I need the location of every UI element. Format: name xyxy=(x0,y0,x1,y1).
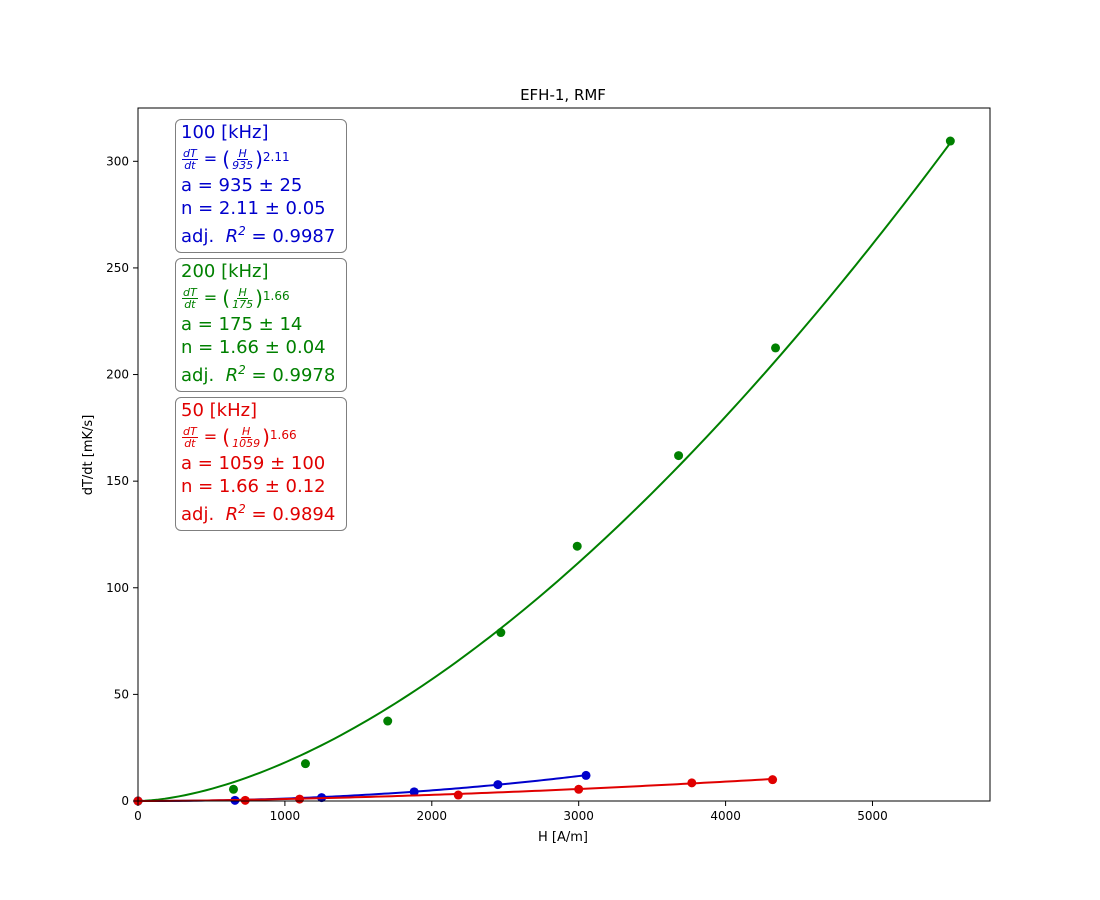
paren-close: ) xyxy=(262,425,270,449)
x-tick-label: 0 xyxy=(134,809,142,823)
equals-sign: = xyxy=(198,427,223,446)
fraction-denominator: 175 xyxy=(232,297,254,311)
plot-frame xyxy=(137,107,991,802)
data-point-100-khz xyxy=(493,780,503,790)
y-tick-label: 300 xyxy=(106,154,129,168)
fit-param-a: a = 935 ± 25 xyxy=(181,175,303,196)
data-point-200-khz xyxy=(228,784,238,794)
annotation-header: 100 [kHz] xyxy=(181,122,269,143)
fit-r2: adj. R2 = 0.9978 xyxy=(181,359,341,387)
paren-close: ) xyxy=(255,286,263,310)
lhs-numerator: dT xyxy=(182,424,198,438)
annotation-header: 50 [kHz] xyxy=(181,400,258,421)
x-tick-label: 2000 xyxy=(417,809,448,823)
x-tick-label: 1000 xyxy=(270,809,301,823)
x-tick-label: 5000 xyxy=(857,809,888,823)
data-point-50-khz xyxy=(240,795,250,805)
data-point-200-khz xyxy=(383,716,393,726)
y-tick-label: 200 xyxy=(106,368,129,382)
annotation-200khz: 200 [kHz] dT dt = ( H 175 ) 1.66 a = 175 ± … xyxy=(175,258,347,392)
fit-param-a: a = 175 ± 14 xyxy=(181,314,303,335)
equation-exponent: 1.66 xyxy=(262,289,290,303)
fit-equation: dT dt = ( H 1059 ) 1.66 xyxy=(181,422,341,452)
data-point-200-khz xyxy=(945,136,955,146)
equation-exponent: 2.11 xyxy=(262,150,290,164)
data-point-100-khz xyxy=(581,770,591,780)
fraction-numerator: H xyxy=(240,424,252,438)
fraction-denominator: 935 xyxy=(232,158,254,172)
y-tick-label: 250 xyxy=(106,261,129,275)
paren-close: ) xyxy=(255,147,263,171)
r2-symbol: R2 xyxy=(225,502,246,525)
equals-sign: = xyxy=(198,288,223,307)
data-point-200-khz xyxy=(572,541,582,551)
fit-line-200-khz xyxy=(137,142,952,802)
y-tick-label: 150 xyxy=(106,474,129,488)
data-point-50-khz xyxy=(295,794,305,804)
equation-fraction: H 175 xyxy=(231,287,254,310)
annotation-50khz: 50 [kHz] dT dt = ( H 1059 ) 1.66 a = 1059 ±… xyxy=(175,397,347,531)
fit-param-n: n = 2.11 ± 0.05 xyxy=(181,198,326,219)
data-point-200-khz xyxy=(674,451,684,461)
r2-value: = 0.9894 xyxy=(251,504,336,525)
fraction-numerator: H xyxy=(237,146,248,160)
fraction-denominator: 1059 xyxy=(232,436,261,450)
r2-symbol: R2 xyxy=(225,224,246,247)
data-point-50-khz xyxy=(453,790,463,800)
fraction-numerator: H xyxy=(237,285,248,299)
y-tick-label: 50 xyxy=(114,687,129,701)
x-tick-label: 3000 xyxy=(563,809,594,823)
paren-open: ( xyxy=(222,425,231,449)
data-point-200-khz xyxy=(496,628,506,638)
equation-lhs: dT dt xyxy=(182,287,198,310)
data-point-100-khz xyxy=(409,787,419,797)
data-point-200-khz xyxy=(771,343,781,353)
r2-prefix: adj. xyxy=(181,504,215,525)
r2-prefix: adj. xyxy=(181,226,215,247)
y-tick-label: 0 xyxy=(121,794,129,808)
r2-symbol: R2 xyxy=(225,363,246,386)
equation-lhs: dT dt xyxy=(182,426,198,449)
fit-r2: adj. R2 = 0.9987 xyxy=(181,220,341,248)
fit-r2: adj. R2 = 0.9894 xyxy=(181,498,341,526)
fit-param-n: n = 1.66 ± 0.12 xyxy=(181,476,326,497)
lhs-denominator: dt xyxy=(184,158,196,172)
annotation-100khz: 100 [kHz] dT dt = ( H 935 ) 2.11 a = 935 ± … xyxy=(175,119,347,253)
equation-fraction: H 1059 xyxy=(231,426,261,449)
x-axis-label: H [A/m] xyxy=(538,830,588,845)
x-tick-label: 4000 xyxy=(710,809,741,823)
equation-exponent: 1.66 xyxy=(269,428,297,442)
data-point-200-khz xyxy=(300,759,310,769)
data-point-50-khz xyxy=(687,778,697,788)
fit-param-a: a = 1059 ± 100 xyxy=(181,453,326,474)
equation-fraction: H 935 xyxy=(231,148,254,171)
paren-open: ( xyxy=(222,147,231,171)
chart-title: EFH-1, RMF xyxy=(520,86,606,104)
lhs-denominator: dt xyxy=(184,436,196,450)
y-tick-label: 100 xyxy=(106,581,129,595)
lhs-numerator: dT xyxy=(182,285,198,299)
lhs-numerator: dT xyxy=(182,146,198,160)
annotation-header: 200 [kHz] xyxy=(181,261,269,282)
r2-value: = 0.9987 xyxy=(251,226,336,247)
fit-equation: dT dt = ( H 935 ) 2.11 xyxy=(181,144,341,174)
equals-sign: = xyxy=(198,149,223,168)
y-axis-label: dT/dt [mK/s] xyxy=(81,415,96,496)
fit-param-n: n = 1.66 ± 0.04 xyxy=(181,337,326,358)
fit-equation: dT dt = ( H 175 ) 1.66 xyxy=(181,283,341,313)
lhs-denominator: dt xyxy=(184,297,196,311)
paren-open: ( xyxy=(222,286,231,310)
plot-layer xyxy=(133,136,955,806)
data-point-50-khz xyxy=(768,775,778,785)
ticks-layer: 0 1000 2000 3000 4000 5000 0 50 100 150 200 250 300 xyxy=(106,154,888,823)
data-point-50-khz xyxy=(574,784,584,794)
r2-value: = 0.9978 xyxy=(251,365,336,386)
equation-lhs: dT dt xyxy=(182,148,198,171)
r2-prefix: adj. xyxy=(181,365,215,386)
